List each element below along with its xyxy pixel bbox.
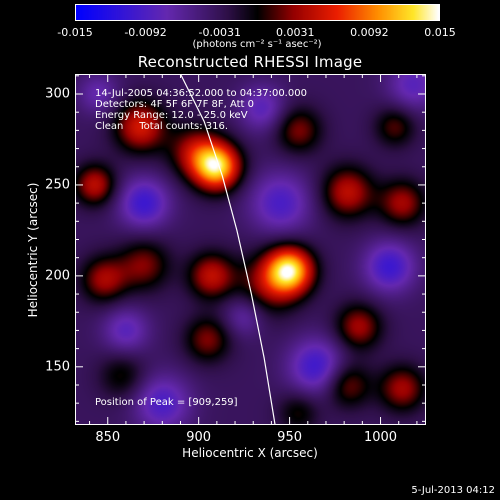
y-tick-label: 150	[45, 359, 70, 375]
colorbar-tick-label: 0.0092	[350, 26, 389, 39]
colorbar-gradient	[76, 5, 439, 20]
axis-ticks	[75, 74, 426, 425]
colorbar-tick-label: -0.0031	[198, 26, 242, 39]
x-tick-label: 850	[95, 430, 121, 445]
colorbar-tick-label: -0.015	[57, 26, 93, 39]
render-timestamp: 5-Jul-2013 04:12	[411, 485, 495, 496]
x-axis-label: Heliocentric X (arcsec)	[182, 446, 318, 460]
colorbar-tick-label: -0.0092	[124, 26, 167, 39]
solar-limb-line	[179, 74, 276, 425]
colorbar-tick-label: 0.0031	[275, 26, 315, 39]
annotation-detectors: Detectors: 4F 5F 6F 7F 8F, Att 0	[95, 99, 255, 110]
colorbar	[75, 4, 440, 21]
chart-title: Reconstructed RHESSI Image	[137, 53, 363, 71]
y-tick-label: 200	[45, 268, 70, 284]
rhessi-image-heatmap	[75, 74, 426, 425]
annotation-clean-counts: Clean Total counts: 316.	[95, 121, 229, 132]
annotation-time-range: 14-Jul-2005 04:36:52.000 to 04:37:00.000	[95, 88, 307, 99]
x-tick-label: 1000	[363, 430, 398, 445]
plot-overlay	[75, 74, 426, 425]
y-tick-label: 250	[45, 177, 70, 193]
colorbar-tick-label: 0.015	[424, 26, 456, 39]
annotation-energy-range: Energy Range: 12.0 - 25.0 keV	[95, 110, 248, 121]
annotation-peak-position: Position of Peak = [909,259]	[95, 397, 238, 408]
plot-frame	[75, 74, 426, 425]
x-tick-label: 950	[277, 430, 303, 445]
y-axis-label: Heliocentric Y (arcsec)	[26, 182, 40, 318]
x-tick-label: 900	[186, 430, 212, 445]
colorbar-units: (photons cm⁻² s⁻¹ asec⁻²)	[192, 39, 322, 50]
plot-area: 14-Jul-2005 04:36:52.000 to 04:37:00.000…	[75, 74, 426, 425]
y-tick-label: 300	[45, 86, 70, 102]
